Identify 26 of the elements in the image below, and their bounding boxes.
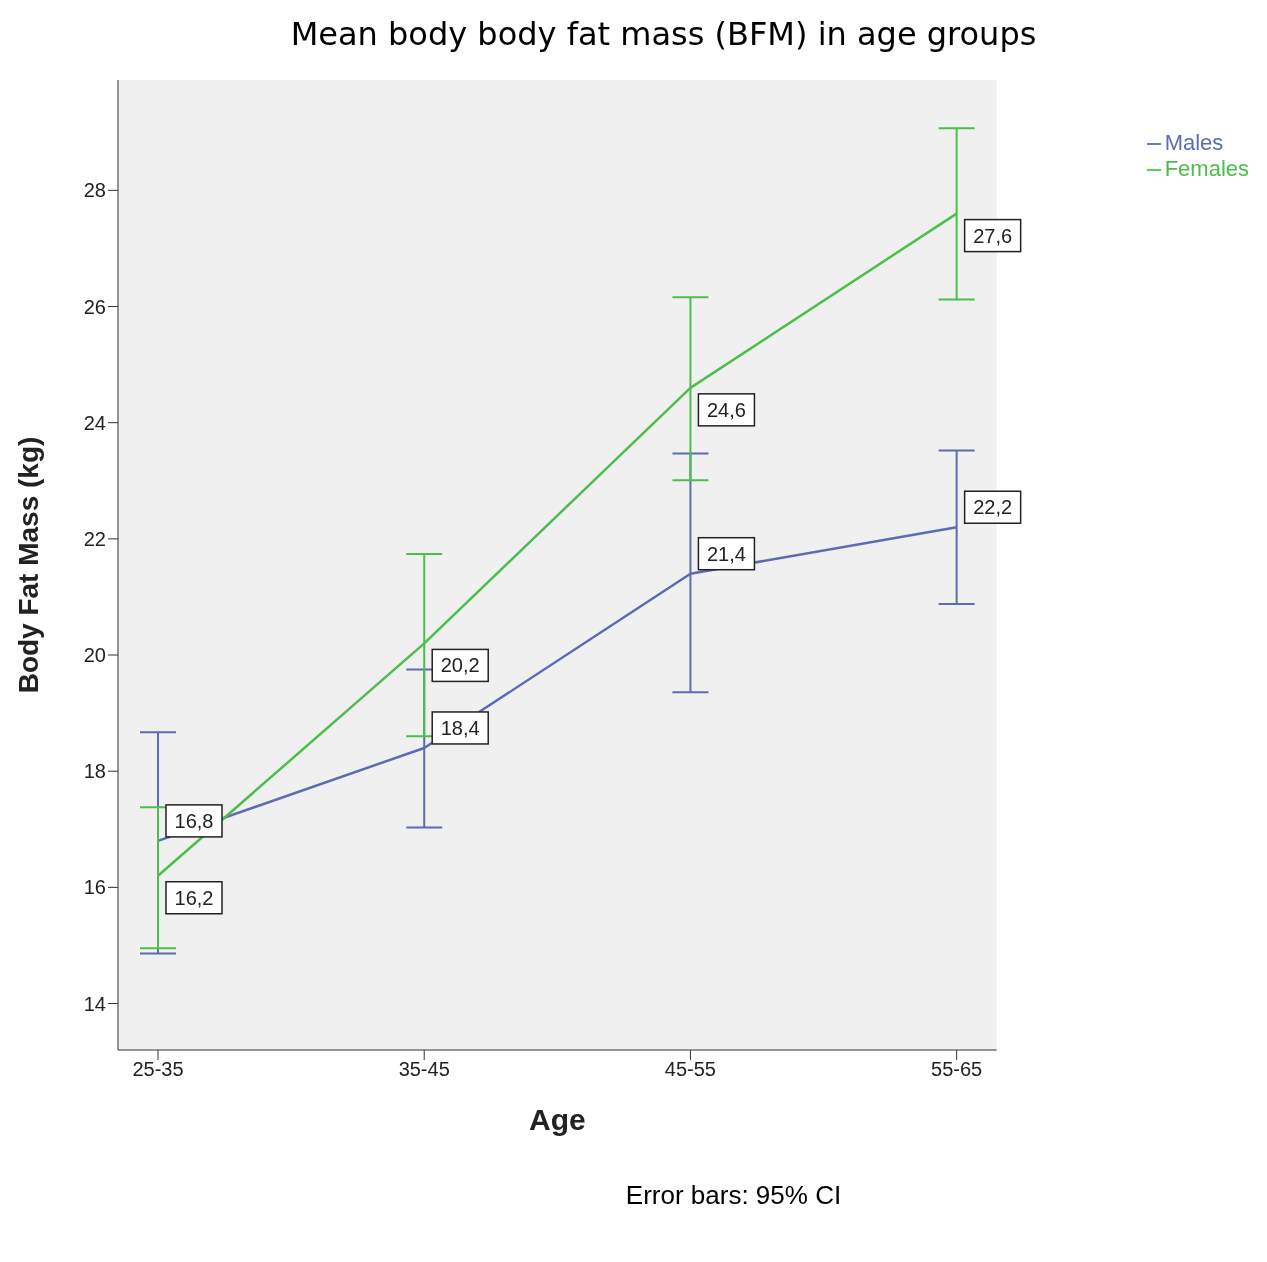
data-label: 27,6 xyxy=(973,224,1013,247)
y-tick-label: 22 xyxy=(83,527,106,550)
x-tick-label: 35-45 xyxy=(398,1058,450,1081)
chart-title: Mean body body fat mass (BFM) in age groups xyxy=(289,14,1038,55)
x-tick-label: 25-35 xyxy=(132,1058,184,1081)
y-tick-label: 28 xyxy=(83,179,106,202)
y-tick-label: 18 xyxy=(83,760,106,783)
legend-label: Females xyxy=(1164,156,1249,181)
y-tick-label: 14 xyxy=(83,992,106,1015)
y-tick-label: 16 xyxy=(83,876,106,899)
y-tick-label: 20 xyxy=(83,644,106,667)
y-tick-label: 26 xyxy=(83,295,106,318)
data-label: 24,6 xyxy=(706,398,746,421)
x-tick-label: 45-55 xyxy=(664,1058,717,1081)
data-label: 18,4 xyxy=(440,716,480,739)
data-label: 20,2 xyxy=(440,654,480,677)
data-label: 16,8 xyxy=(174,809,214,832)
x-tick-label: 55-65 xyxy=(931,1058,983,1081)
data-label: 22,2 xyxy=(973,496,1013,519)
y-tick-label: 24 xyxy=(83,411,106,434)
y-axis-title: Body Fat Mass (kg) xyxy=(12,436,44,694)
legend-label: Males xyxy=(1164,130,1224,155)
data-label: 21,4 xyxy=(706,542,746,565)
text: Error bars: 95% CI xyxy=(624,1180,843,1211)
data-label: 16,2 xyxy=(174,886,214,909)
x-axis-title: Age xyxy=(528,1103,586,1136)
